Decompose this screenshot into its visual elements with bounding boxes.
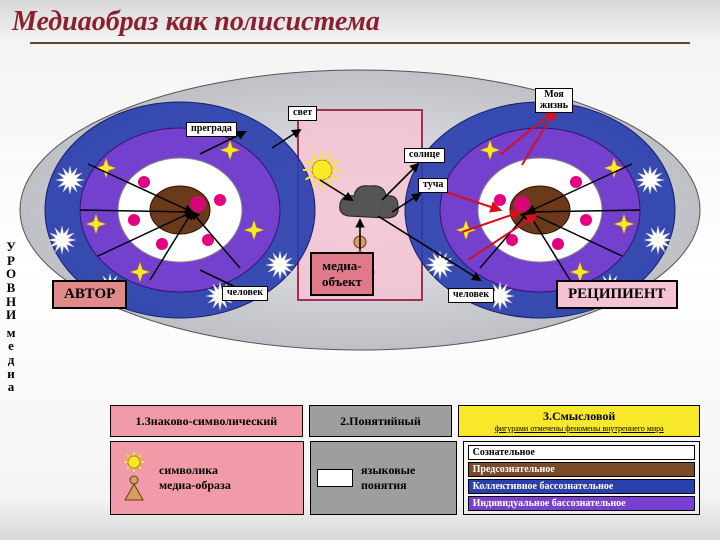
slide: Медиаобраз как полисистема УРОВНИмедиа с… [0, 0, 720, 540]
legend-strip: Индивидуальное бассознательное [468, 496, 695, 511]
legend-top-row: 1.Знаково-символический 2.Понятийный 3.С… [110, 405, 700, 437]
diagram-svg [0, 60, 720, 360]
main-diagram: свет преграда солнце туча Моя жизнь чело… [0, 60, 720, 360]
legend-2-text: 2.Понятийный [312, 414, 450, 429]
legend-concepts-text: языковые понятия [361, 463, 415, 493]
legend-box-layers: Сознательное Предсознательное Коллективное… [463, 441, 700, 515]
legend-box-concepts: языковые понятия [310, 441, 457, 515]
legend-symbolics-text: символика медиа-образа [159, 463, 231, 493]
label-svet: свет [288, 106, 317, 121]
label-tucha: туча [418, 178, 448, 193]
role-media-object: медиа- объект [310, 252, 374, 296]
label-chelovek-left: человек [222, 286, 268, 301]
legend-2-conceptual: 2.Понятийный [309, 405, 453, 437]
role-author: АВТОР [52, 280, 127, 309]
title-rule [30, 42, 690, 44]
legend-3-subtext: фигурами отмечены феномены внутреннего м… [461, 424, 697, 433]
legend: 1.Знаково-символический 2.Понятийный 3.С… [110, 405, 700, 515]
legend-strip: Предсознательное [468, 462, 695, 477]
legend-3-text: 3.Смысловой [461, 409, 697, 424]
page-title: Медиаобраз как полисистема [0, 0, 720, 40]
legend-box-symbolics: символика медиа-образа [110, 441, 304, 515]
role-recipient: РЕЦИПИЕНТ [556, 280, 678, 309]
legend-strip: Коллективное бассознательное [468, 479, 695, 494]
label-pregrada: преграда [186, 122, 237, 137]
legend-strip: Сознательное [468, 445, 695, 460]
legend-3-semantic: 3.Смысловой фигурами отмечены феномены в… [458, 405, 700, 437]
legend-sun-figure-icon [117, 450, 151, 506]
legend-1-text: 1.Знаково-символический [113, 414, 300, 429]
label-moya-zhizn: Моя жизнь [535, 88, 573, 113]
label-chelovek-right: человек [448, 288, 494, 303]
label-solntse: солнце [404, 148, 445, 163]
legend-concept-icon [317, 469, 353, 487]
legend-1-sign-symbolic: 1.Знаково-символический [110, 405, 303, 437]
legend-bottom-row: символика медиа-образа языковые понятия … [110, 441, 700, 515]
